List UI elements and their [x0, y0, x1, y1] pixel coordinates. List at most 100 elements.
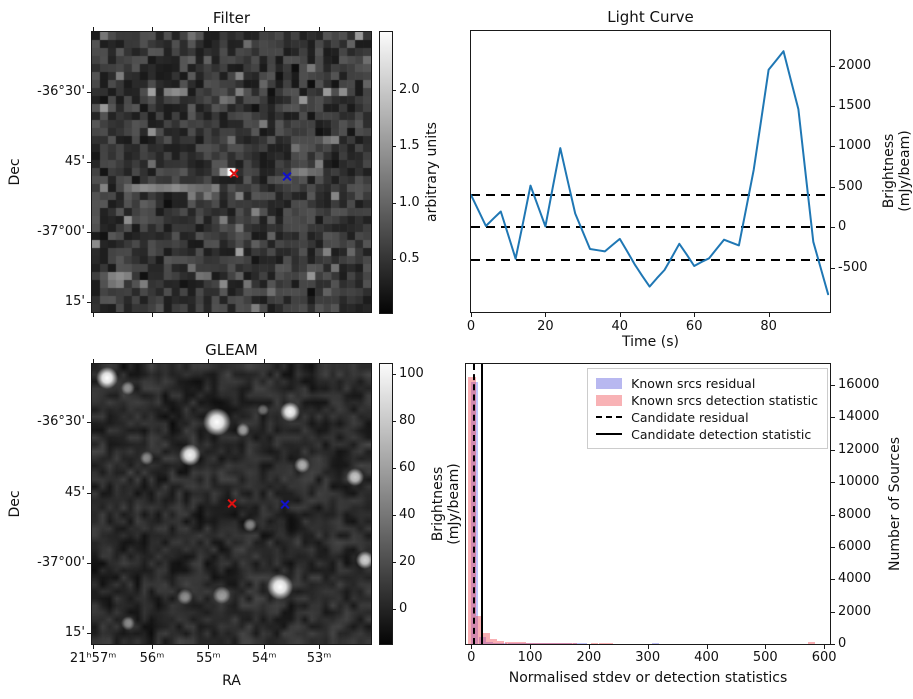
- tick-mark: [319, 645, 321, 649]
- hist-bar-residual: [500, 643, 508, 644]
- tick-mark: [93, 359, 95, 363]
- tick-label: 15': [64, 293, 85, 309]
- tick-mark: [831, 449, 835, 451]
- tick-mark: [392, 609, 396, 610]
- tick-mark: [264, 359, 266, 363]
- tick-label: 500: [838, 178, 863, 194]
- legend-row: Candidate detection statistic: [596, 426, 818, 442]
- hist-bar-detection: [475, 615, 483, 644]
- legend-label: Known srcs residual: [631, 375, 756, 391]
- tick-label: 2000: [838, 57, 872, 73]
- filter-image-axes: [91, 31, 372, 313]
- tick-label: 45': [64, 153, 85, 169]
- tick-label: 600: [811, 650, 837, 665]
- tick-label: 40: [611, 319, 629, 334]
- tick-label: 0: [466, 319, 476, 334]
- lightcurve-axes: [470, 30, 831, 313]
- tick-mark: [87, 91, 91, 93]
- gleam-xlabel: RA: [222, 673, 241, 689]
- tick-mark: [392, 145, 396, 147]
- hist-bar-residual: [652, 643, 660, 644]
- hist-bar-residual: [529, 643, 537, 644]
- hist-bar-detection: [504, 641, 512, 644]
- tick-mark: [151, 645, 153, 649]
- tick-mark: [831, 514, 835, 516]
- tick-mark: [93, 313, 95, 317]
- histogram-ylabel: Number of Sources: [887, 437, 903, 572]
- tick-mark: [545, 313, 547, 317]
- legend-row: Candidate residual: [596, 409, 818, 425]
- tick-label: 8000: [838, 506, 872, 522]
- tick-mark: [831, 482, 835, 484]
- tick-label: 12000: [838, 441, 880, 457]
- tick-label: 1500: [838, 98, 872, 114]
- hist-bar-residual: [572, 643, 580, 644]
- tick-mark: [93, 645, 95, 649]
- tick-label: 60: [685, 319, 703, 334]
- hist-bar-detection: [511, 642, 519, 644]
- legend: Known srcs residual Known srcs detection …: [587, 368, 828, 449]
- tick-label: -37°00': [37, 223, 85, 239]
- legend-swatch: [596, 394, 623, 406]
- gleam-title: GLEAM: [205, 341, 258, 359]
- hist-bar-residual: [565, 643, 573, 644]
- hist-bar-detection: [808, 642, 816, 644]
- tick-mark: [392, 374, 396, 376]
- tick-mark: [208, 645, 210, 649]
- tick-label: 0: [838, 219, 847, 235]
- tick-mark: [151, 27, 153, 31]
- tick-mark: [87, 421, 91, 423]
- legend-label: Candidate residual: [631, 409, 749, 425]
- tick-label: 40: [399, 506, 416, 522]
- lightcurve-line: [471, 50, 830, 296]
- tick-mark: [471, 313, 472, 317]
- gleam-colorbar: [379, 363, 393, 645]
- hist-bar-detection: [526, 642, 534, 644]
- tick-label: 1.0: [399, 195, 420, 211]
- tick-label: 80: [760, 319, 777, 334]
- tick-mark: [264, 645, 266, 649]
- tick-mark: [392, 89, 396, 91]
- tick-mark: [87, 493, 91, 495]
- tick-label: 55ᵐ: [196, 651, 221, 666]
- candidate-marker: [229, 168, 240, 179]
- histogram-xlabel: Normalised stdev or detection statistics: [508, 670, 788, 686]
- gleam-image-axes: [91, 363, 372, 645]
- legend-label: Known srcs detection statistic: [631, 392, 818, 408]
- hist-bar-residual: [485, 641, 493, 644]
- tick-mark: [831, 267, 835, 269]
- candidate-residual-line: [472, 364, 475, 644]
- hist-bar-detection: [540, 642, 548, 644]
- tick-label: 1.5: [399, 137, 420, 153]
- tick-mark: [647, 645, 649, 649]
- lightcurve-plot: [471, 50, 830, 296]
- tick-mark: [87, 161, 91, 163]
- legend-swatch: [596, 433, 623, 435]
- filter-colorbar-label: arbitrary units: [424, 122, 440, 222]
- tick-label: 0: [467, 650, 476, 665]
- tick-label: 0.5: [399, 251, 420, 267]
- tick-mark: [831, 227, 835, 229]
- lightcurve-xlabel: Time (s): [622, 334, 679, 350]
- gleam-colorbar-label: Brightness (mJy/beam): [430, 463, 462, 545]
- tick-mark: [208, 27, 210, 31]
- hist-bar-residual: [521, 643, 530, 644]
- tick-mark: [319, 27, 321, 31]
- hist-bar-residual: [536, 643, 544, 644]
- hist-bar-residual: [579, 643, 587, 644]
- tick-mark: [87, 563, 91, 565]
- tick-label: 500: [752, 650, 778, 665]
- tick-mark: [530, 645, 532, 649]
- tick-mark: [319, 313, 321, 317]
- hist-bar-detection: [490, 639, 498, 644]
- tick-label: 1000: [838, 138, 872, 154]
- tick-mark: [151, 313, 153, 317]
- candidate-detection-line: [480, 364, 483, 644]
- tick-mark: [264, 313, 266, 317]
- legend-label: Candidate detection statistic: [631, 426, 812, 442]
- tick-mark: [392, 561, 396, 563]
- tick-mark: [831, 106, 835, 108]
- tick-label: 10000: [838, 474, 880, 490]
- tick-mark: [831, 611, 835, 613]
- tick-mark: [208, 313, 210, 317]
